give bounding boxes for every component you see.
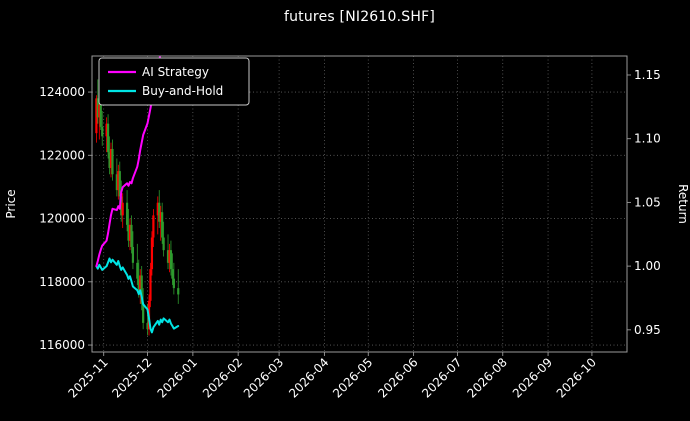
x-tick-label: 2025-12: [109, 355, 154, 400]
x-tick-label: 2026-04: [286, 355, 331, 400]
candle-body: [96, 98, 99, 118]
candle-body: [111, 148, 114, 175]
x-tick-label: 2026-09: [510, 355, 555, 400]
candle-body: [150, 237, 154, 270]
x-tick-label: 2026-01: [155, 355, 200, 400]
candle-body: [159, 212, 162, 222]
candlestick-series: [95, 79, 180, 336]
candle-body: [95, 98, 98, 134]
buy-and-hold-line: [95, 257, 180, 334]
plot-border: [91, 55, 628, 353]
legend-label: Buy-and-Hold: [142, 84, 223, 98]
price-tick-label: 124000: [39, 85, 85, 99]
candle-body: [158, 202, 161, 222]
price-axis-label: Price: [4, 189, 18, 218]
candle-body: [98, 104, 101, 118]
x-tick-label: 2026-10: [554, 355, 599, 400]
candle-body: [125, 202, 129, 225]
price-tick-label: 122000: [39, 148, 85, 162]
candle-body: [101, 126, 104, 137]
price-tick-label: 118000: [39, 275, 85, 289]
x-tick-label: 2026-08: [465, 355, 510, 400]
chart-title: futures [NI2610.SHF]: [283, 9, 436, 25]
x-tick-label: 2026-03: [241, 355, 286, 400]
legend: AI Strategy Buy-and-Hold: [98, 57, 250, 106]
price-tick-label: 116000: [39, 338, 85, 352]
line-series: [95, 56, 180, 334]
return-tick-label: 1.15: [634, 68, 661, 82]
candle-body: [177, 288, 180, 295]
candle-body: [149, 269, 152, 301]
x-tick-label: 2026-06: [375, 355, 420, 400]
x-tick-label: 2025-11: [65, 355, 110, 400]
price-axis: 116000 118000 120000 122000 124000: [39, 85, 92, 352]
candle-body: [136, 262, 139, 279]
candle-body: [142, 303, 145, 323]
candle-body: [169, 250, 173, 270]
return-axis-label: Return: [676, 184, 690, 224]
return-tick-label: 1.05: [634, 195, 661, 209]
candle-body: [140, 275, 143, 304]
x-tick-label: 2026-05: [330, 355, 375, 400]
candle-body: [109, 148, 113, 168]
candle-body: [156, 202, 159, 216]
candle-body: [128, 224, 132, 241]
return-axis: 0.95 1.00 1.05 1.10 1.15: [627, 68, 661, 337]
return-tick-label: 0.95: [634, 323, 661, 337]
candle-body: [131, 247, 135, 263]
candle-body: [117, 171, 120, 191]
legend-label: AI Strategy: [142, 65, 209, 79]
candle-body: [120, 196, 123, 216]
candle-body: [127, 224, 130, 241]
return-tick-label: 1.00: [634, 259, 661, 273]
candle-body: [115, 174, 118, 191]
candle-body: [139, 275, 142, 292]
candle-body: [161, 212, 164, 238]
candle-body: [172, 278, 175, 289]
candle-body: [106, 123, 110, 153]
candle-body: [168, 250, 171, 263]
candle-body: [130, 224, 133, 248]
candle-body: [108, 152, 111, 168]
candle-body: [166, 250, 170, 263]
candle-body: [137, 278, 140, 292]
legend-box: [98, 57, 250, 106]
x-tick-label: 2026-02: [200, 355, 245, 400]
x-tick-label: 2026-07: [419, 355, 464, 400]
candle-body: [162, 237, 165, 251]
candle-body: [99, 104, 102, 127]
candle-body: [105, 123, 108, 137]
candle-body: [118, 171, 121, 197]
candle-body: [146, 322, 149, 330]
candle-body: [171, 269, 174, 279]
candle-body: [152, 215, 155, 238]
candle-body: [121, 202, 124, 216]
price-tick-label: 120000: [39, 212, 85, 226]
ai-strategy-line: [95, 56, 162, 268]
return-tick-label: 1.10: [634, 132, 661, 146]
